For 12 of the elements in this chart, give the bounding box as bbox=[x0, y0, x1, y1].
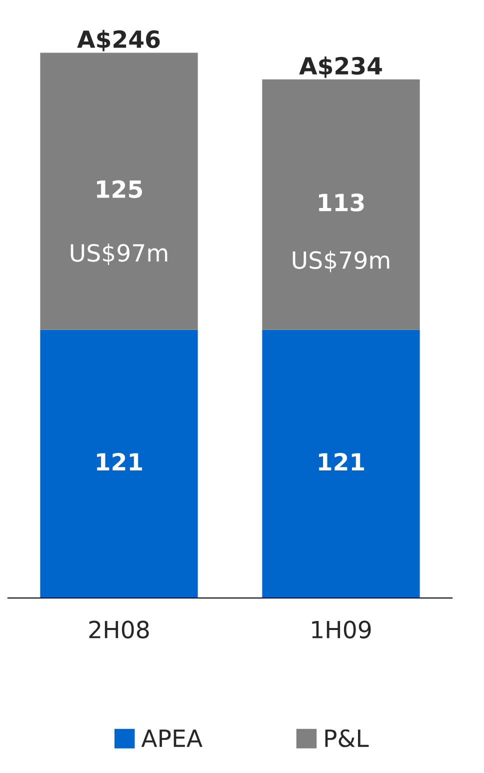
total-label: A$234 bbox=[299, 56, 382, 78]
legend-label: P&L bbox=[325, 729, 369, 748]
x-tick-label: 2H08 bbox=[89, 620, 149, 638]
legend-label: APEA bbox=[141, 730, 202, 747]
x-tick-label: 1H09 bbox=[312, 620, 371, 638]
data-label: 125 bbox=[97, 180, 142, 198]
annotation: US$79m bbox=[292, 250, 390, 272]
total-label: A$246 bbox=[77, 30, 160, 52]
data-label: 121 bbox=[97, 452, 142, 470]
data-label: 113 bbox=[319, 194, 364, 212]
data-label: 121 bbox=[319, 452, 364, 470]
annotation: US$97m bbox=[70, 244, 168, 265]
